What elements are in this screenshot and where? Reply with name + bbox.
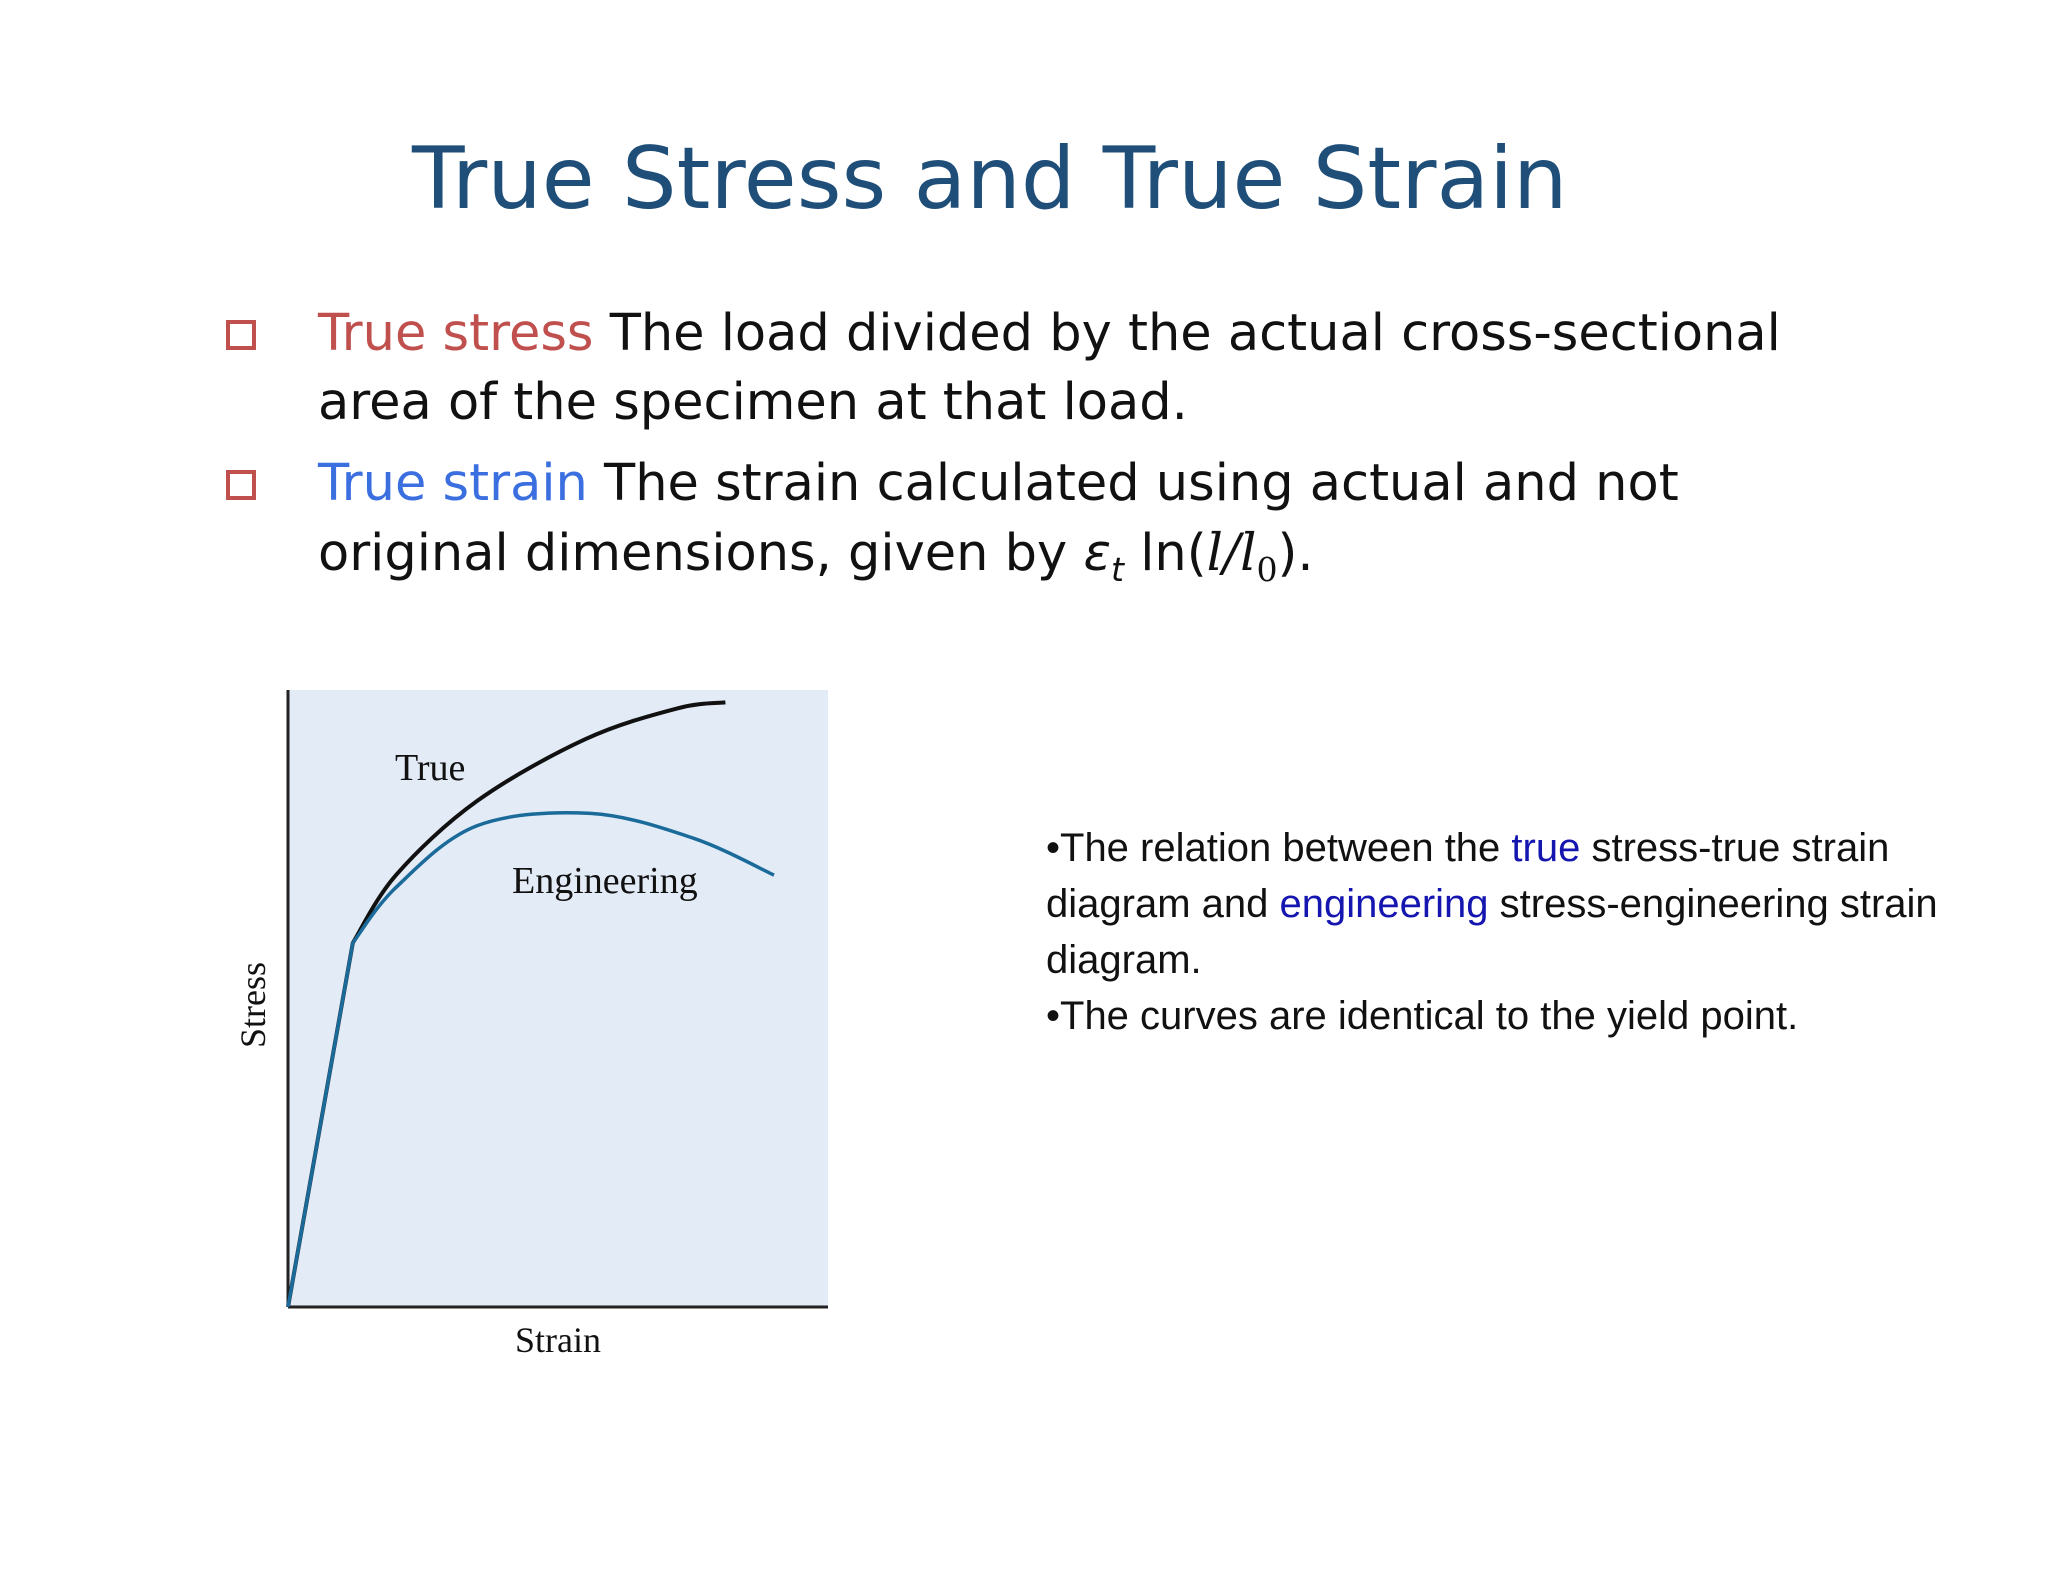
series-line-true [286, 700, 726, 1308]
bullet-true-stress-line1: True stress The load divided by the actu… [318, 304, 1781, 364]
bullet-marker-true-stress [226, 320, 256, 350]
series-label-true: True [395, 747, 465, 789]
bullet-true-strain-line2: original dimensions, given by εt ln(l/l0… [318, 524, 1314, 590]
formula-close: ). [1277, 524, 1314, 583]
term-true-stress: True stress [318, 304, 594, 363]
note-highlight-engineering: engineering [1279, 882, 1489, 926]
series-label-engineering: Engineering [512, 860, 698, 902]
bullet-true-stress-line2: area of the specimen at that load. [318, 373, 1188, 432]
true-stress-definition-1: The load divided by the actual cross-sec… [593, 304, 1781, 363]
note-text: •The relation between the true stress-tr… [1046, 820, 1986, 1044]
bullet-marker-true-strain [226, 470, 256, 500]
stress-strain-chart: True Engineering Strain Stress [233, 690, 828, 1360]
note-paragraph-2: •The curves are identical to the yield p… [1046, 994, 1799, 1038]
y-axis-label: Stress [233, 962, 273, 1048]
length-ratio: l/l0 [1206, 524, 1278, 590]
plot-background [288, 690, 828, 1307]
note-highlight-true: true [1511, 826, 1581, 870]
bullet-true-strain-line1: True strain The strain calculated using … [318, 454, 1679, 514]
series-line-engineering [286, 810, 775, 1308]
slide-title: True Stress and True Strain [412, 129, 1568, 229]
true-strain-definition-2: original dimensions, given by [318, 524, 1084, 583]
true-strain-definition-1: The strain calculated using actual and n… [587, 454, 1679, 513]
term-true-strain: True strain [318, 454, 588, 513]
ln-text: ln( [1124, 524, 1207, 583]
epsilon-symbol: εt [1083, 524, 1125, 590]
x-axis-label: Strain [515, 1320, 601, 1360]
note-paragraph-1: •The relation between the true stress-tr… [1046, 826, 1938, 982]
